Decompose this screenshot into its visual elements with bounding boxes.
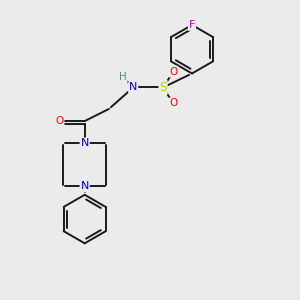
Text: O: O <box>169 98 178 108</box>
Text: O: O <box>169 67 178 76</box>
Text: N: N <box>129 82 137 92</box>
Text: N: N <box>80 139 89 148</box>
Text: N: N <box>80 182 89 191</box>
Text: F: F <box>189 20 195 30</box>
Text: O: O <box>56 116 64 126</box>
Text: H: H <box>119 72 127 82</box>
Text: S: S <box>159 81 167 94</box>
